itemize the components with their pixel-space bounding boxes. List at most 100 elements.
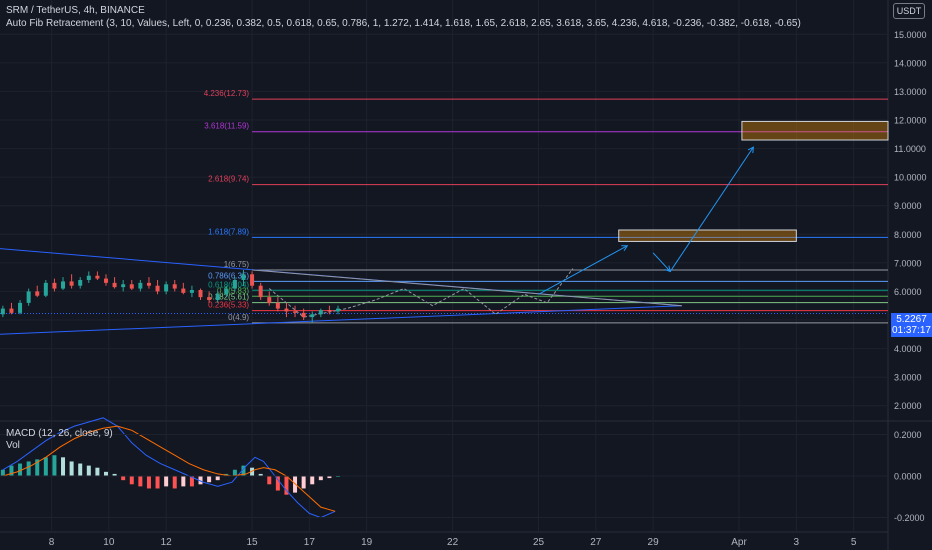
macd-y-tick-label: -0.2000 [894,513,925,523]
last-price-tag: 5.2267 01:37:17 [891,313,932,337]
fib-level-label: 0.5(5.83) [217,286,249,295]
candle-body [310,314,315,318]
candle-body [293,311,298,313]
candle-body [224,288,229,295]
fib-level-label: 3.618(11.59) [204,122,249,131]
macd-histogram-bar [267,476,272,485]
candle-body [43,282,48,296]
currency-button[interactable]: USDT [893,3,925,19]
signal-line [2,425,336,512]
symbol-title: SRM / TetherUS, 4h, BINANCE [6,5,145,16]
candle-body [318,310,323,315]
fib-level-label: 1.618(7.89) [208,227,249,236]
candle-body [189,290,194,293]
macd-histogram-bar [43,457,48,476]
candle-body [198,290,203,298]
fib-level-label: 0(4.9) [228,313,249,322]
macd-histogram-bar [310,476,315,485]
macd-line [2,417,336,519]
macd-histogram-bar [86,465,91,476]
candle-body [172,284,177,289]
candle-body [181,288,186,293]
candle-body [18,302,23,313]
x-tick-label: 19 [361,537,373,548]
trendline [252,269,682,307]
macd-histogram-bar [198,476,203,485]
candle-body [86,275,91,280]
candle-body [232,280,237,289]
candle-body [146,282,151,286]
x-tick-label: 29 [648,537,660,548]
macd-histogram-bar [181,476,186,487]
candle-body [69,281,74,286]
candle-body [258,285,263,298]
macd-histogram-bar [0,469,5,476]
candle-body [241,274,246,280]
y-tick-label: 12.0000 [894,116,927,126]
y-tick-label: 11.0000 [894,144,926,154]
candle-body [267,297,272,303]
y-tick-label: 4.0000 [894,344,922,354]
candle-body [155,285,160,292]
macd-histogram-bar [284,476,289,495]
macd-histogram-bar [250,467,255,476]
macd-histogram-bar [275,476,280,491]
x-tick-label: 5 [851,537,857,548]
y-tick-label: 10.0000 [894,173,927,183]
projection-arrow [669,146,754,272]
candle-body [164,284,169,292]
candle-body [207,297,212,300]
x-tick-label: Apr [731,537,747,548]
candle-body [112,282,117,288]
candle-body [327,310,332,312]
x-tick-label: 22 [447,537,459,548]
fib-level-label: 2.618(9.74) [208,175,249,184]
candle-body [275,302,280,309]
fib-level-label: 4.236(12.73) [204,89,250,98]
macd-histogram-bar [232,469,237,476]
candle-body [103,278,108,283]
macd-histogram-bar [138,476,143,487]
y-tick-label: 15.0000 [894,30,927,40]
y-tick-label: 8.0000 [894,230,922,240]
candle-body [250,274,255,286]
macd-histogram-bar [172,476,177,489]
x-tick-label: 25 [533,537,545,548]
macd-histogram-bar [146,476,151,489]
macd-histogram-bar [164,476,169,487]
macd-histogram-bar [35,459,40,476]
y-tick-label: 14.0000 [894,58,927,68]
candle-body [52,282,57,289]
macd-histogram-bar [121,476,126,481]
x-tick-label: 8 [49,537,55,548]
candle-body [121,284,126,288]
macd-histogram-bar [327,476,332,479]
candle-body [26,291,31,303]
macd-histogram-bar [189,476,194,487]
macd-histogram-bar [301,476,306,489]
projection-arrow-head [747,146,754,154]
candle-body [78,280,83,286]
trendline [0,305,682,335]
candle-body [0,308,5,315]
x-tick-label: 3 [794,537,800,548]
fib-level-label: 0.382(5.61) [208,293,249,302]
zigzag-projection [268,268,574,318]
projection-arrow [652,252,671,272]
vol-label: Vol [6,440,20,451]
macd-histogram-bar [18,463,23,476]
fib-level-label: 0.236(5.33) [208,301,249,310]
x-tick-label: 15 [247,537,259,548]
projection-arrow-head [621,245,629,252]
y-tick-label: 13.0000 [894,87,927,97]
macd-y-tick-label: 0.2000 [894,430,922,440]
candle-body [129,284,134,289]
macd-histogram-bar [318,476,323,481]
projection-arrow [538,245,628,295]
candle-body [95,275,100,279]
macd-histogram-bar [112,473,117,476]
target-zone [741,120,889,141]
macd-histogram-bar [155,476,160,489]
